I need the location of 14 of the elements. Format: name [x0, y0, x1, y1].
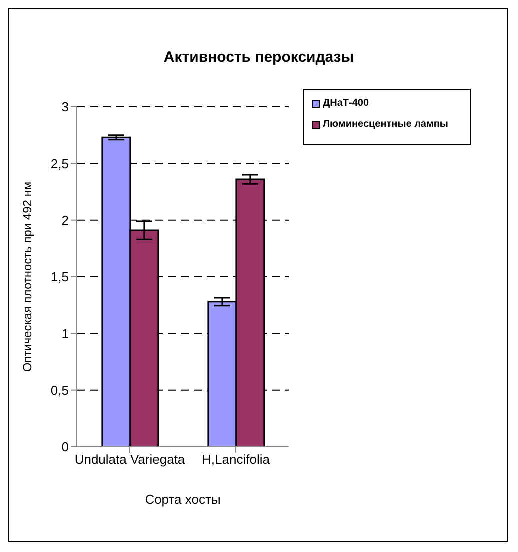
y-tick-label: 2,5	[50, 156, 69, 172]
y-tick-label: 0	[62, 440, 69, 455]
y-tick-label: 0,5	[50, 382, 69, 398]
y-tick-label: 3	[62, 100, 69, 115]
y-tick-label: 2	[62, 212, 69, 228]
chart-title: Активность пероксидазы	[162, 49, 356, 66]
legend-label: Люминесцентные лампы	[323, 119, 448, 130]
y-tick-label: 1	[62, 326, 69, 342]
x-axis-title: Сорта хосты	[145, 492, 221, 508]
y-tick-label: 1,5	[50, 270, 69, 285]
x-tick-label: H,Lancifolia	[202, 452, 271, 468]
y-axis-title: Оптическая плотность при 492 нм	[20, 182, 34, 372]
legend-label: ДНаТ-400	[323, 98, 370, 109]
x-tick-label: Undulata Variegata	[74, 452, 186, 468]
